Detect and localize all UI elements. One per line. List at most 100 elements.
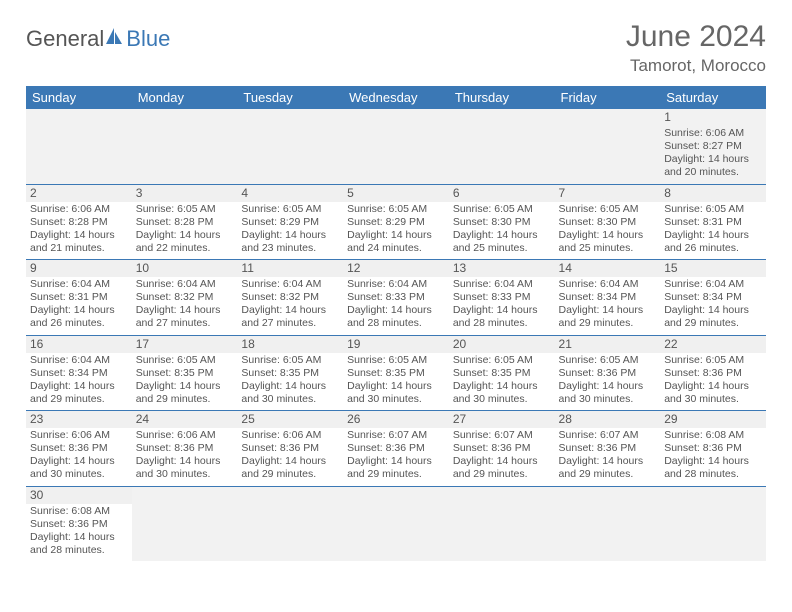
calendar-cell-empty: [132, 109, 238, 184]
day-number: 21: [555, 336, 661, 353]
calendar-cell: 2Sunrise: 6:06 AMSunset: 8:28 PMDaylight…: [26, 184, 132, 260]
calendar-cell: 9Sunrise: 6:04 AMSunset: 8:31 PMDaylight…: [26, 260, 132, 336]
day-number: 7: [555, 185, 661, 202]
calendar-row: 2Sunrise: 6:06 AMSunset: 8:28 PMDaylight…: [26, 184, 766, 260]
weekday-header: Sunday: [26, 86, 132, 109]
calendar-cell-empty: [26, 109, 132, 184]
day-details: Sunrise: 6:04 AMSunset: 8:34 PMDaylight:…: [664, 278, 762, 331]
calendar-cell: 3Sunrise: 6:05 AMSunset: 8:28 PMDaylight…: [132, 184, 238, 260]
calendar-cell: 6Sunrise: 6:05 AMSunset: 8:30 PMDaylight…: [449, 184, 555, 260]
weekday-header: Thursday: [449, 86, 555, 109]
day-details: Sunrise: 6:06 AMSunset: 8:36 PMDaylight:…: [241, 429, 339, 482]
calendar-cell-empty: [237, 486, 343, 561]
day-details: Sunrise: 6:05 AMSunset: 8:28 PMDaylight:…: [136, 203, 234, 256]
day-number: 26: [343, 411, 449, 428]
calendar-cell: 24Sunrise: 6:06 AMSunset: 8:36 PMDayligh…: [132, 411, 238, 487]
calendar-cell: 12Sunrise: 6:04 AMSunset: 8:33 PMDayligh…: [343, 260, 449, 336]
title-block: June 2024 Tamorot, Morocco: [626, 20, 766, 76]
calendar-cell-empty: [449, 486, 555, 561]
calendar-cell: 23Sunrise: 6:06 AMSunset: 8:36 PMDayligh…: [26, 411, 132, 487]
calendar-cell: 13Sunrise: 6:04 AMSunset: 8:33 PMDayligh…: [449, 260, 555, 336]
day-details: Sunrise: 6:06 AMSunset: 8:27 PMDaylight:…: [664, 127, 762, 180]
weekday-header: Tuesday: [237, 86, 343, 109]
calendar-cell: 11Sunrise: 6:04 AMSunset: 8:32 PMDayligh…: [237, 260, 343, 336]
logo: General Blue: [26, 26, 170, 52]
calendar-cell: 7Sunrise: 6:05 AMSunset: 8:30 PMDaylight…: [555, 184, 661, 260]
calendar-row: 30Sunrise: 6:08 AMSunset: 8:36 PMDayligh…: [26, 486, 766, 561]
calendar-cell: 10Sunrise: 6:04 AMSunset: 8:32 PMDayligh…: [132, 260, 238, 336]
calendar-cell: 26Sunrise: 6:07 AMSunset: 8:36 PMDayligh…: [343, 411, 449, 487]
day-number: 24: [132, 411, 238, 428]
calendar-cell: 30Sunrise: 6:08 AMSunset: 8:36 PMDayligh…: [26, 486, 132, 561]
day-details: Sunrise: 6:06 AMSunset: 8:36 PMDaylight:…: [136, 429, 234, 482]
calendar-cell: 21Sunrise: 6:05 AMSunset: 8:36 PMDayligh…: [555, 335, 661, 411]
logo-text-blue: Blue: [126, 26, 170, 52]
calendar-cell: 14Sunrise: 6:04 AMSunset: 8:34 PMDayligh…: [555, 260, 661, 336]
day-number: 29: [660, 411, 766, 428]
calendar-cell: 4Sunrise: 6:05 AMSunset: 8:29 PMDaylight…: [237, 184, 343, 260]
day-number: 15: [660, 260, 766, 277]
weekday-header-row: Sunday Monday Tuesday Wednesday Thursday…: [26, 86, 766, 109]
day-number: 3: [132, 185, 238, 202]
calendar-cell-empty: [555, 109, 661, 184]
calendar-cell-empty: [343, 486, 449, 561]
calendar-cell: 18Sunrise: 6:05 AMSunset: 8:35 PMDayligh…: [237, 335, 343, 411]
calendar-cell: 25Sunrise: 6:06 AMSunset: 8:36 PMDayligh…: [237, 411, 343, 487]
calendar-cell: 28Sunrise: 6:07 AMSunset: 8:36 PMDayligh…: [555, 411, 661, 487]
weekday-header: Friday: [555, 86, 661, 109]
day-details: Sunrise: 6:05 AMSunset: 8:30 PMDaylight:…: [453, 203, 551, 256]
day-number: 17: [132, 336, 238, 353]
calendar-cell-empty: [449, 109, 555, 184]
day-number: 20: [449, 336, 555, 353]
location: Tamorot, Morocco: [626, 56, 766, 76]
logo-sail-icon: [104, 26, 124, 46]
day-details: Sunrise: 6:07 AMSunset: 8:36 PMDaylight:…: [347, 429, 445, 482]
day-number: 22: [660, 336, 766, 353]
day-number: 14: [555, 260, 661, 277]
calendar-cell: 8Sunrise: 6:05 AMSunset: 8:31 PMDaylight…: [660, 184, 766, 260]
calendar-table: Sunday Monday Tuesday Wednesday Thursday…: [26, 86, 766, 561]
calendar-row: 9Sunrise: 6:04 AMSunset: 8:31 PMDaylight…: [26, 260, 766, 336]
day-details: Sunrise: 6:08 AMSunset: 8:36 PMDaylight:…: [30, 505, 128, 558]
calendar-cell-empty: [660, 486, 766, 561]
calendar-cell: 5Sunrise: 6:05 AMSunset: 8:29 PMDaylight…: [343, 184, 449, 260]
day-number: 10: [132, 260, 238, 277]
day-details: Sunrise: 6:06 AMSunset: 8:28 PMDaylight:…: [30, 203, 128, 256]
header: General Blue June 2024 Tamorot, Morocco: [26, 20, 766, 76]
day-details: Sunrise: 6:06 AMSunset: 8:36 PMDaylight:…: [30, 429, 128, 482]
day-details: Sunrise: 6:05 AMSunset: 8:29 PMDaylight:…: [347, 203, 445, 256]
day-details: Sunrise: 6:07 AMSunset: 8:36 PMDaylight:…: [559, 429, 657, 482]
day-details: Sunrise: 6:08 AMSunset: 8:36 PMDaylight:…: [664, 429, 762, 482]
day-number: 16: [26, 336, 132, 353]
calendar-row: 16Sunrise: 6:04 AMSunset: 8:34 PMDayligh…: [26, 335, 766, 411]
day-details: Sunrise: 6:05 AMSunset: 8:35 PMDaylight:…: [136, 354, 234, 407]
day-number: 5: [343, 185, 449, 202]
calendar-row: 23Sunrise: 6:06 AMSunset: 8:36 PMDayligh…: [26, 411, 766, 487]
day-details: Sunrise: 6:05 AMSunset: 8:31 PMDaylight:…: [664, 203, 762, 256]
calendar-cell-empty: [555, 486, 661, 561]
calendar-cell-empty: [237, 109, 343, 184]
logo-text-general: General: [26, 26, 104, 52]
day-number: 1: [660, 109, 766, 126]
weekday-header: Wednesday: [343, 86, 449, 109]
day-number: 11: [237, 260, 343, 277]
weekday-header: Monday: [132, 86, 238, 109]
day-details: Sunrise: 6:04 AMSunset: 8:31 PMDaylight:…: [30, 278, 128, 331]
day-details: Sunrise: 6:05 AMSunset: 8:36 PMDaylight:…: [664, 354, 762, 407]
day-number: 2: [26, 185, 132, 202]
day-details: Sunrise: 6:05 AMSunset: 8:29 PMDaylight:…: [241, 203, 339, 256]
calendar-cell: 20Sunrise: 6:05 AMSunset: 8:35 PMDayligh…: [449, 335, 555, 411]
day-number: 8: [660, 185, 766, 202]
calendar-cell: 1Sunrise: 6:06 AMSunset: 8:27 PMDaylight…: [660, 109, 766, 184]
day-number: 25: [237, 411, 343, 428]
day-details: Sunrise: 6:05 AMSunset: 8:35 PMDaylight:…: [241, 354, 339, 407]
day-details: Sunrise: 6:05 AMSunset: 8:35 PMDaylight:…: [453, 354, 551, 407]
day-details: Sunrise: 6:05 AMSunset: 8:30 PMDaylight:…: [559, 203, 657, 256]
calendar-cell: 19Sunrise: 6:05 AMSunset: 8:35 PMDayligh…: [343, 335, 449, 411]
day-number: 6: [449, 185, 555, 202]
day-number: 30: [26, 487, 132, 504]
day-number: 27: [449, 411, 555, 428]
day-number: 13: [449, 260, 555, 277]
day-details: Sunrise: 6:04 AMSunset: 8:34 PMDaylight:…: [30, 354, 128, 407]
calendar-cell: 17Sunrise: 6:05 AMSunset: 8:35 PMDayligh…: [132, 335, 238, 411]
